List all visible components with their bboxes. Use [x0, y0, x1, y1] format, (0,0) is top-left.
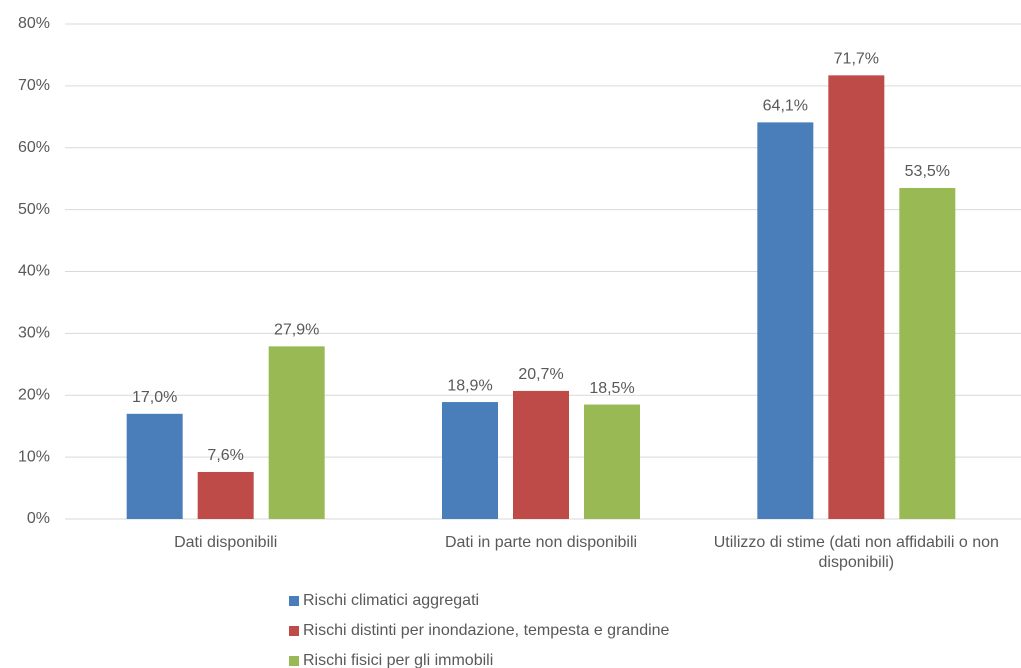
bar	[442, 402, 498, 519]
legend-swatch	[289, 656, 299, 666]
x-tick-label: Utilizzo di stime (dati non affidabili o…	[714, 534, 999, 571]
value-label: 27,9%	[274, 322, 319, 339]
value-label: 17,0%	[132, 389, 177, 406]
value-label: 71,7%	[834, 51, 879, 68]
y-tick-label: 50%	[18, 201, 50, 218]
legend-swatch	[289, 626, 299, 636]
y-tick-label: 30%	[18, 325, 50, 342]
y-tick-label: 10%	[18, 448, 50, 465]
x-tick-label: Dati in parte non disponibili	[445, 534, 637, 551]
bar	[126, 413, 183, 519]
legend-label: Rischi distinti per inondazione, tempest…	[303, 622, 670, 639]
legend-label: Rischi climatici aggregati	[303, 592, 479, 609]
y-tick-label: 70%	[18, 77, 50, 94]
bar	[828, 75, 885, 519]
value-label: 64,1%	[763, 98, 808, 115]
y-tick-label: 40%	[18, 263, 50, 280]
bar	[899, 187, 956, 519]
y-tick-label: 0%	[27, 510, 50, 527]
y-tick-label: 20%	[18, 386, 50, 403]
bar	[757, 122, 814, 519]
bar	[268, 346, 325, 519]
bar	[197, 471, 254, 519]
y-tick-label: 60%	[18, 139, 50, 156]
value-label: 20,7%	[518, 366, 563, 383]
bar	[584, 404, 640, 519]
legend-swatch	[289, 596, 299, 606]
value-label: 53,5%	[905, 163, 950, 180]
y-tick-label: 80%	[18, 15, 50, 32]
bar	[513, 390, 569, 519]
value-label: 18,9%	[447, 377, 492, 394]
value-label: 18,5%	[589, 380, 634, 397]
value-label: 7,6%	[207, 447, 243, 464]
x-tick-label: Dati disponibili	[174, 534, 277, 551]
legend-label: Rischi fisici per gli immobili	[303, 652, 493, 668]
